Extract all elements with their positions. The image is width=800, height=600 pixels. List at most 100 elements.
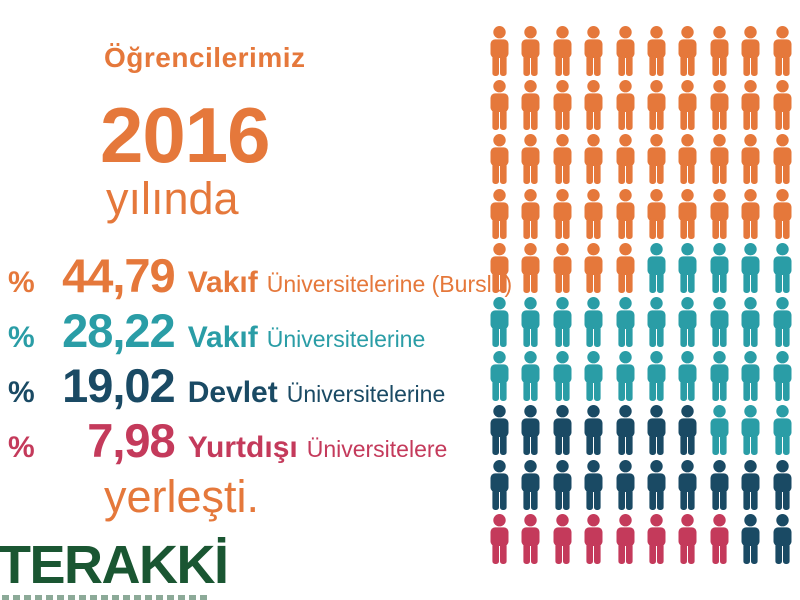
person-icon [674, 242, 705, 297]
person-icon [769, 188, 800, 243]
person-icon [612, 296, 643, 351]
percent-sign: % [8, 376, 35, 409]
year-subtitle: yılında [106, 173, 239, 224]
person-icon [737, 242, 768, 297]
stat-value: 19,02 [62, 359, 176, 412]
stat-category: Vakıf [187, 321, 258, 354]
person-icon [769, 80, 800, 134]
person-icon [674, 351, 705, 405]
person-icon [737, 405, 768, 459]
person-icon [612, 134, 643, 188]
stat-detail: Üniversitelere [306, 436, 448, 462]
person-icon [674, 26, 705, 80]
person-icon [706, 26, 737, 80]
person-icon [580, 242, 611, 297]
stat-category: Devlet [187, 376, 278, 409]
stat-detail: Üniversitelerine (Burslu) [266, 271, 513, 297]
person-icon [643, 188, 674, 243]
person-icon [769, 351, 800, 405]
person-icon [486, 405, 517, 459]
person-icon [674, 134, 705, 188]
person-icon [706, 296, 737, 351]
person-icon [549, 80, 580, 134]
person-icon [674, 188, 705, 243]
terakki-logo: TERAKKİ [0, 535, 229, 595]
person-icon [769, 242, 800, 297]
person-icon [706, 134, 737, 188]
person-icon [486, 80, 517, 134]
person-icon [706, 188, 737, 243]
person-icon [549, 134, 580, 188]
person-icon [517, 513, 548, 568]
person-icon [643, 134, 674, 188]
person-icon [549, 351, 580, 405]
stat-value: 7,98 [87, 414, 175, 467]
closing-text: yerleşti. [104, 471, 260, 522]
person-icon [486, 242, 517, 297]
person-icon [486, 26, 517, 80]
person-icon [643, 80, 674, 134]
person-icon [612, 188, 643, 243]
stat-detail: Üniversitelerine [266, 326, 426, 352]
person-icon [769, 296, 800, 351]
stat-row-vakif: % 28,22 Vakıf Üniversitelerine [8, 307, 425, 354]
person-icon [737, 26, 768, 80]
person-icon [549, 242, 580, 297]
person-icon [486, 296, 517, 351]
stat-row-vakif-burslu: % 44,79 Vakıf Üniversitelerine (Burslu) [8, 252, 512, 299]
percent-sign: % [8, 321, 35, 354]
person-icon [517, 242, 548, 297]
person-icon [674, 405, 705, 459]
person-icon [769, 459, 800, 514]
person-icon [486, 459, 517, 514]
person-icon [737, 80, 768, 134]
person-icon [706, 405, 737, 459]
page-title: Öğrencilerimiz [104, 42, 306, 73]
person-icon [737, 513, 768, 568]
person-icon [612, 242, 643, 297]
person-icon [737, 351, 768, 405]
stat-value: 44,79 [62, 249, 176, 302]
person-icon [769, 513, 800, 568]
person-icon [517, 80, 548, 134]
stat-category: Vakıf [187, 266, 258, 299]
person-icon [580, 80, 611, 134]
person-icon [517, 26, 548, 80]
pictograph-grid [486, 26, 800, 568]
person-icon [769, 134, 800, 188]
person-icon [486, 513, 517, 568]
person-icon [612, 405, 643, 459]
stat-row-yurtdisi: % 7,98 Yurtdışı Üniversitelere [8, 417, 447, 464]
person-icon [643, 26, 674, 80]
person-icon [706, 242, 737, 297]
person-icon [643, 242, 674, 297]
person-icon [580, 459, 611, 514]
stat-value: 28,22 [62, 304, 176, 357]
stat-detail: Üniversitelerine [286, 381, 446, 407]
person-icon [612, 513, 643, 568]
person-icon [580, 351, 611, 405]
person-icon [674, 513, 705, 568]
person-icon [549, 296, 580, 351]
person-icon [769, 26, 800, 80]
person-icon [612, 26, 643, 80]
stat-row-devlet: % 19,02 Devlet Üniversitelerine [8, 362, 445, 409]
person-icon [737, 296, 768, 351]
person-icon [549, 459, 580, 514]
person-icon [580, 134, 611, 188]
person-icon [549, 26, 580, 80]
person-icon [674, 296, 705, 351]
person-icon [706, 513, 737, 568]
person-icon [517, 134, 548, 188]
person-icon [549, 188, 580, 243]
person-icon [517, 296, 548, 351]
percent-sign: % [8, 431, 35, 464]
person-icon [706, 351, 737, 405]
person-icon [769, 405, 800, 459]
person-icon [580, 405, 611, 459]
person-icon [612, 80, 643, 134]
person-icon [643, 351, 674, 405]
person-icon [612, 459, 643, 514]
person-icon [517, 459, 548, 514]
